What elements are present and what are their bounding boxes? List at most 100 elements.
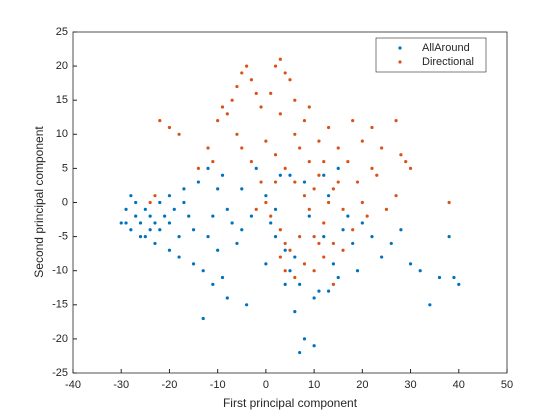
point: [302, 262, 307, 266]
point: [336, 275, 340, 280]
point: [457, 282, 461, 286]
point: [134, 214, 138, 218]
point: [163, 214, 167, 218]
y-tick-label: -20: [52, 333, 68, 345]
point: [245, 303, 249, 307]
point: [375, 173, 379, 177]
point: [230, 221, 234, 225]
point: [302, 119, 307, 123]
point: [380, 146, 384, 150]
point: [269, 91, 273, 95]
point: [167, 248, 172, 252]
point: [293, 255, 297, 259]
point: [331, 241, 335, 246]
point: [211, 214, 215, 218]
point: [278, 112, 282, 116]
point: [235, 241, 239, 246]
point: [191, 228, 196, 232]
point: [124, 207, 128, 211]
point: [298, 235, 302, 239]
x-tick-label: 40: [453, 379, 465, 391]
point: [302, 194, 307, 198]
y-tick-label: -10: [52, 265, 68, 277]
point: [312, 344, 316, 348]
point: [360, 139, 364, 143]
x-tick-label: 10: [308, 379, 320, 391]
point: [148, 214, 152, 218]
point: [158, 200, 162, 205]
point: [240, 187, 244, 191]
point: [298, 350, 302, 355]
point: [158, 119, 162, 123]
point: [302, 337, 307, 341]
x-tick-label: -10: [210, 379, 226, 391]
point: [187, 214, 191, 218]
point: [326, 200, 331, 205]
point: [211, 159, 215, 164]
point: [273, 153, 278, 157]
point: [273, 235, 278, 239]
point: [283, 241, 287, 246]
point: [138, 221, 143, 225]
point: [201, 269, 205, 273]
x-tick-label: -30: [113, 379, 129, 391]
point: [312, 235, 316, 239]
point: [288, 78, 292, 82]
point: [148, 200, 152, 205]
point: [278, 57, 282, 61]
point: [249, 159, 254, 164]
point: [153, 241, 157, 246]
point: [447, 200, 451, 205]
point: [153, 221, 157, 225]
point: [216, 119, 220, 123]
point: [336, 180, 340, 184]
point: [298, 146, 302, 150]
x-tick-label: -40: [65, 379, 81, 391]
point: [341, 228, 345, 232]
point: [177, 255, 181, 259]
point: [351, 228, 355, 232]
point: [399, 228, 403, 232]
point: [240, 71, 244, 75]
point: [167, 125, 172, 130]
point: [312, 269, 316, 273]
point: [216, 187, 220, 191]
x-tick-label: 20: [356, 379, 368, 391]
point: [346, 159, 350, 164]
y-tick-label: -15: [52, 299, 68, 311]
point: [404, 159, 408, 164]
point: [331, 187, 335, 191]
point: [273, 207, 278, 211]
point: [452, 275, 456, 280]
point: [346, 214, 350, 218]
point: [124, 221, 128, 225]
point: [235, 132, 239, 136]
point: [201, 316, 205, 321]
point: [293, 180, 297, 184]
point: [220, 173, 225, 177]
point: [380, 255, 384, 259]
point: [370, 166, 374, 170]
point: [191, 262, 196, 266]
point: [129, 228, 133, 232]
point: [312, 296, 316, 300]
y-tick-label: 0: [62, 196, 68, 208]
point: [134, 200, 138, 205]
point: [428, 303, 432, 307]
point: [264, 262, 268, 266]
point: [264, 194, 268, 198]
point: [341, 248, 345, 252]
point: [167, 194, 172, 198]
y-axis-label: Second principal component: [32, 126, 46, 278]
point: [225, 207, 229, 211]
point: [293, 98, 297, 102]
point: [278, 255, 282, 259]
point: [249, 78, 254, 82]
point: [331, 262, 335, 266]
point: [418, 269, 422, 273]
point: [283, 269, 287, 273]
point: [129, 194, 133, 198]
point: [355, 180, 360, 184]
point: [302, 180, 307, 184]
